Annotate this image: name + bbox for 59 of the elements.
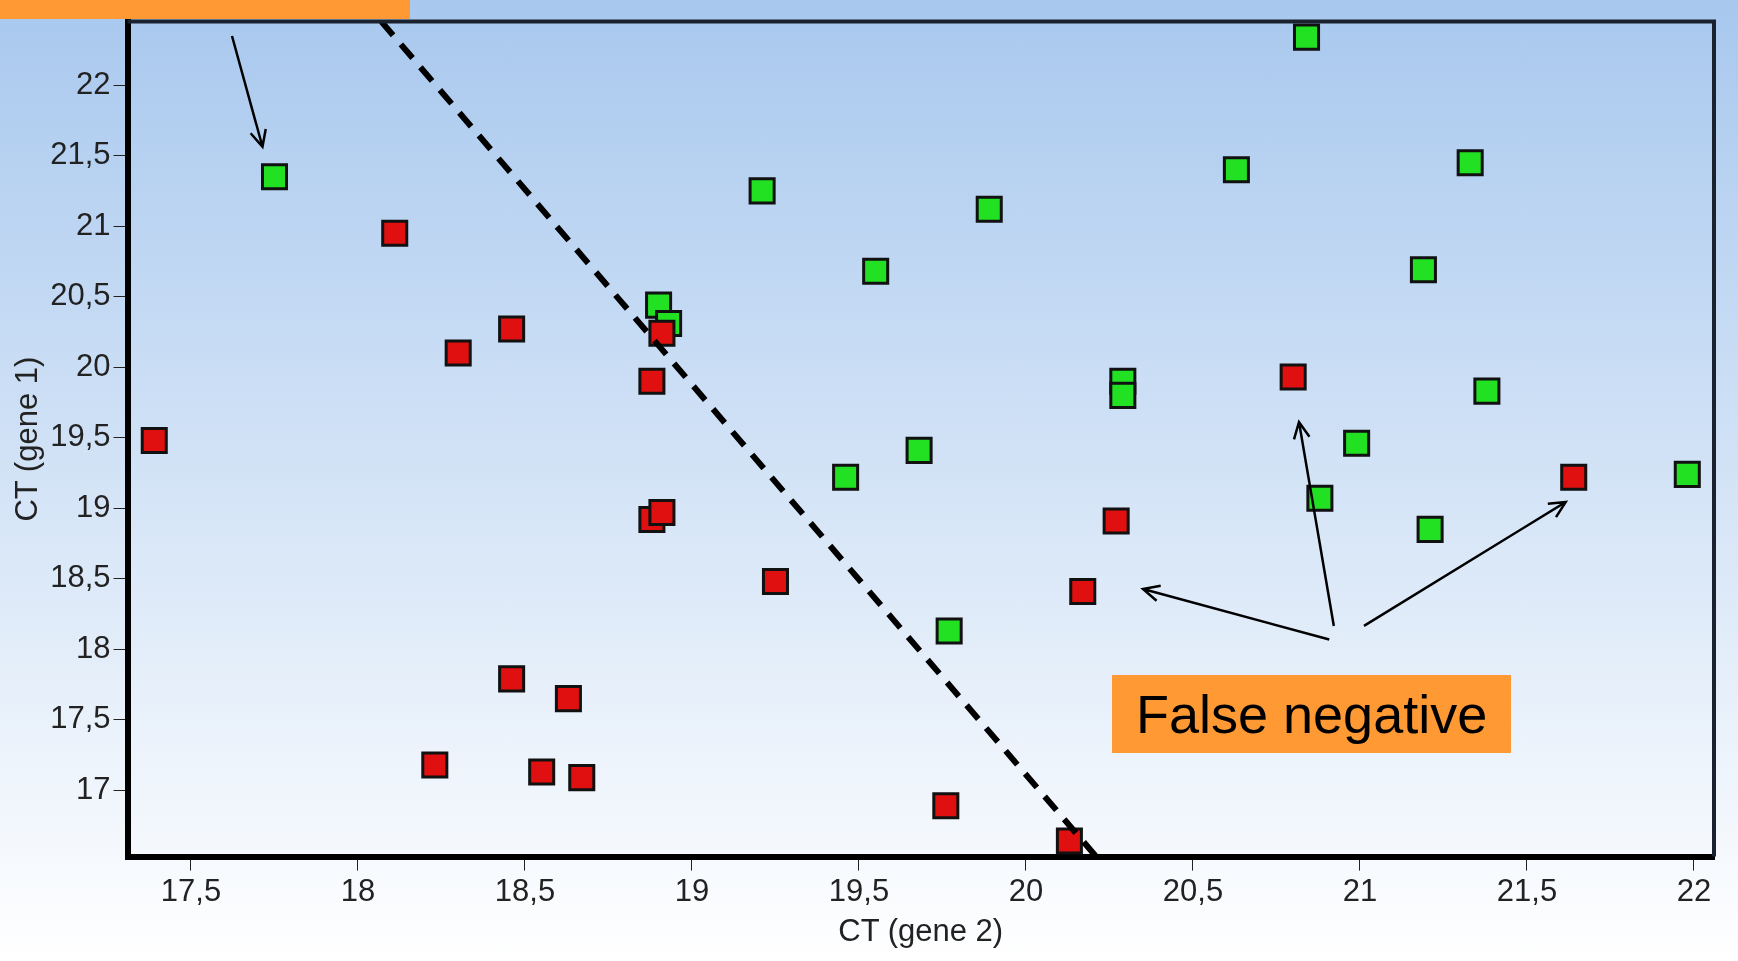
y-tick-label: 18	[76, 629, 111, 665]
point	[554, 685, 582, 713]
point	[1673, 460, 1701, 488]
x-tick-label: 19,5	[828, 872, 890, 908]
point	[1293, 23, 1321, 51]
point	[1109, 381, 1137, 409]
point	[1416, 515, 1444, 543]
point	[1279, 363, 1307, 391]
y-tick-label: 17,5	[50, 700, 111, 736]
point	[381, 219, 409, 247]
y-tick-label: 20	[76, 347, 111, 383]
point	[140, 426, 168, 455]
x-tick-label: 21,5	[1496, 872, 1558, 908]
point	[260, 163, 289, 191]
x-tick-label: 17,5	[160, 872, 222, 908]
x-tick-label: 21	[1342, 872, 1378, 908]
point	[1102, 507, 1130, 535]
annotation: False negative	[1112, 675, 1512, 753]
point	[421, 751, 449, 779]
point	[975, 195, 1003, 223]
point	[638, 367, 666, 395]
point	[568, 764, 596, 792]
x-tick-label: 18,5	[494, 872, 556, 908]
point	[1069, 577, 1097, 605]
x-tick-label: 22	[1676, 872, 1712, 908]
point	[498, 315, 526, 343]
point	[932, 792, 960, 820]
y-tick-label: 19	[76, 488, 111, 524]
y-tick-label: 21	[76, 206, 111, 242]
x-tick-label: 20,5	[1162, 872, 1224, 908]
x-tick-label: 19	[674, 872, 710, 908]
point	[444, 339, 472, 367]
point	[748, 177, 776, 205]
point	[498, 665, 526, 693]
point	[1409, 256, 1437, 284]
point	[1055, 827, 1083, 855]
y-tick-label: 18,5	[50, 559, 111, 595]
point	[1456, 149, 1484, 177]
point	[761, 568, 789, 596]
y-tick-label: 22	[76, 65, 111, 101]
point	[1560, 463, 1588, 491]
point	[905, 436, 933, 464]
point	[648, 319, 676, 347]
point	[528, 758, 556, 786]
y-tick-label: 19,5	[50, 418, 111, 454]
point	[1343, 429, 1371, 457]
point	[935, 617, 963, 645]
point	[1473, 377, 1501, 405]
point	[648, 498, 676, 526]
y-tick-label: 17	[76, 770, 111, 806]
point	[1222, 156, 1250, 184]
y-axis-title: CT (gene 1)	[9, 356, 45, 522]
y-tick-label: 20,5	[50, 277, 111, 313]
point	[832, 463, 860, 491]
x-tick-label: 18	[340, 872, 376, 908]
point	[862, 257, 890, 285]
y-tick-label: 21,5	[50, 136, 111, 172]
x-tick-label: 20	[1008, 872, 1044, 908]
x-axis-title: CT (gene 2)	[838, 912, 1004, 948]
